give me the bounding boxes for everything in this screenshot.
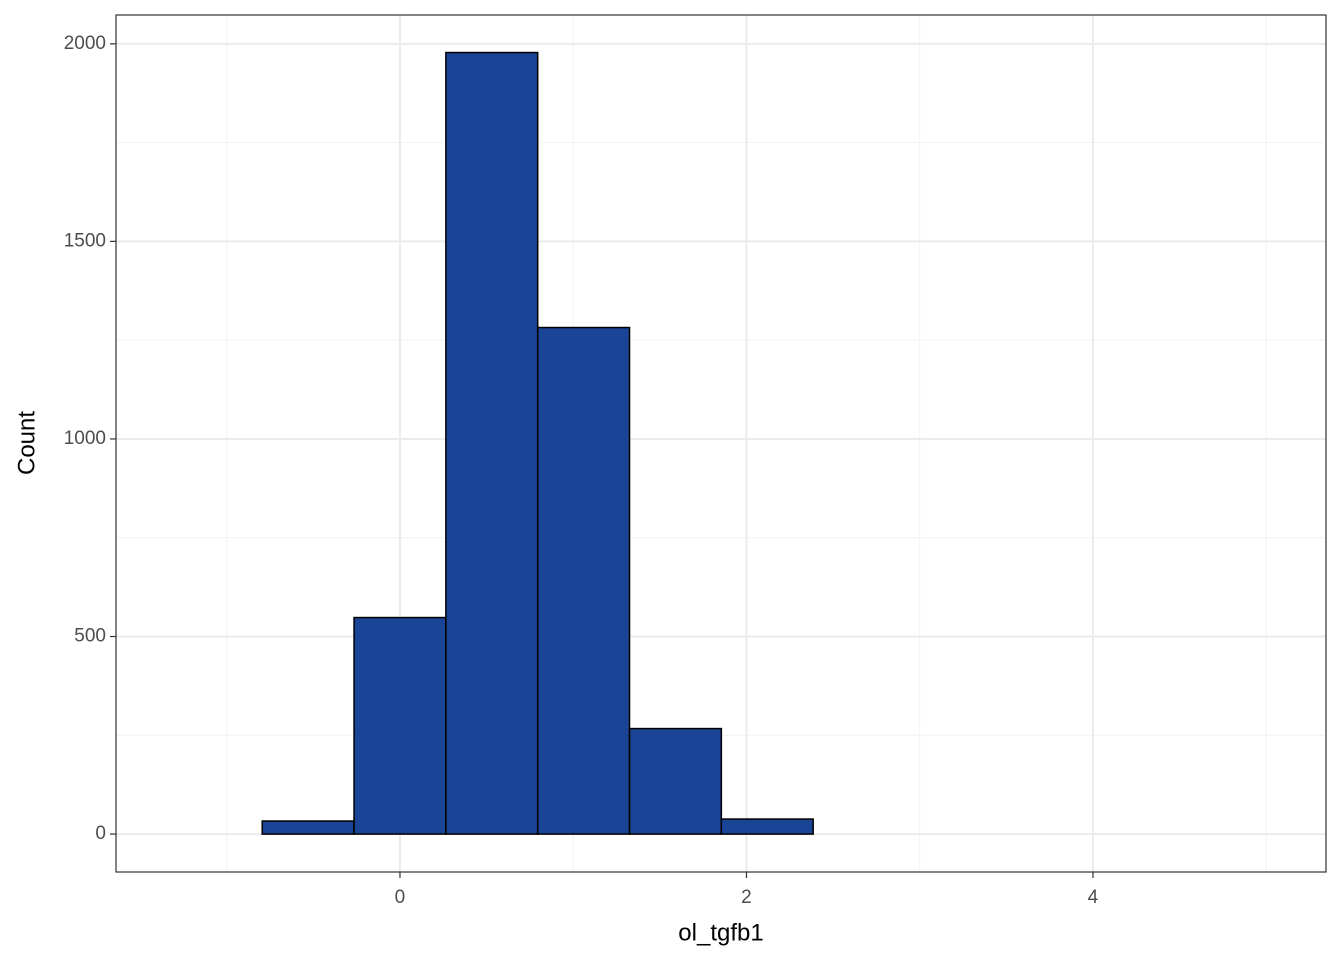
- panel-border: [115, 14, 1327, 873]
- y-axis-title: Count: [13, 411, 40, 475]
- bar: [445, 51, 539, 835]
- bar: [353, 616, 447, 835]
- bar: [261, 820, 355, 835]
- x-axis-title: ol_tgfb1: [678, 919, 763, 946]
- y-tick-label: 1000: [64, 428, 106, 449]
- y-tick-label: 2000: [64, 33, 106, 54]
- y-tick-label: 1500: [64, 230, 106, 251]
- x-tick-label: 0: [395, 887, 406, 908]
- y-tick-label: 0: [95, 823, 106, 844]
- bar: [628, 727, 723, 835]
- bar: [720, 818, 814, 835]
- x-tick-label: 2: [741, 887, 752, 908]
- x-tick-label: 4: [1088, 887, 1099, 908]
- bar: [536, 326, 631, 835]
- y-tick-label: 500: [74, 626, 106, 647]
